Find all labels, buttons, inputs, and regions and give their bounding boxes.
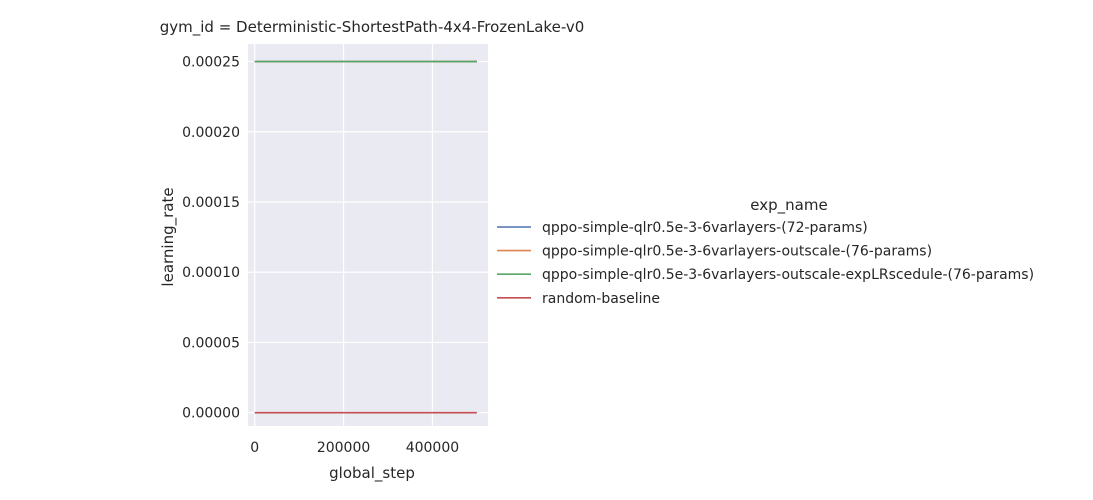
x-tick-label: 400000 [406,440,459,456]
y-axis: 0.00000 0.00005 0.00010 0.00015 0.00020 0.000… [182,55,240,422]
x-axis: 0 200000 400000 [250,440,459,456]
legend-label: random-baseline [542,291,660,307]
x-tick-label: 0 [250,440,259,456]
legend-title: exp_name [750,196,827,215]
x-axis-label: global_step [329,464,415,483]
legend-label: qppo-simple-qlr0.5e-3-6varlayers-outscal… [542,267,1034,283]
y-tick-label: 0.00005 [182,335,240,351]
legend-label: qppo-simple-qlr0.5e-3-6varlayers-outscal… [542,244,932,260]
facet-title: gym_id = Deterministic-ShortestPath-4x4-… [160,18,585,37]
series-lines [254,60,477,414]
legend: exp_name qppo-simple-qlr0.5e-3-6varlayer… [497,196,1034,307]
y-tick-label: 0.00025 [182,55,240,71]
y-tick-label: 0.00015 [182,195,240,211]
plot-area [248,44,488,426]
y-axis-label: learning_rate [159,187,178,286]
y-tick-label: 0.00010 [182,265,240,281]
y-tick-label: 0.00000 [182,406,240,422]
legend-label: qppo-simple-qlr0.5e-3-6varlayers-(72-par… [542,220,868,236]
x-tick-label: 200000 [317,440,370,456]
y-tick-label: 0.00020 [182,125,240,141]
